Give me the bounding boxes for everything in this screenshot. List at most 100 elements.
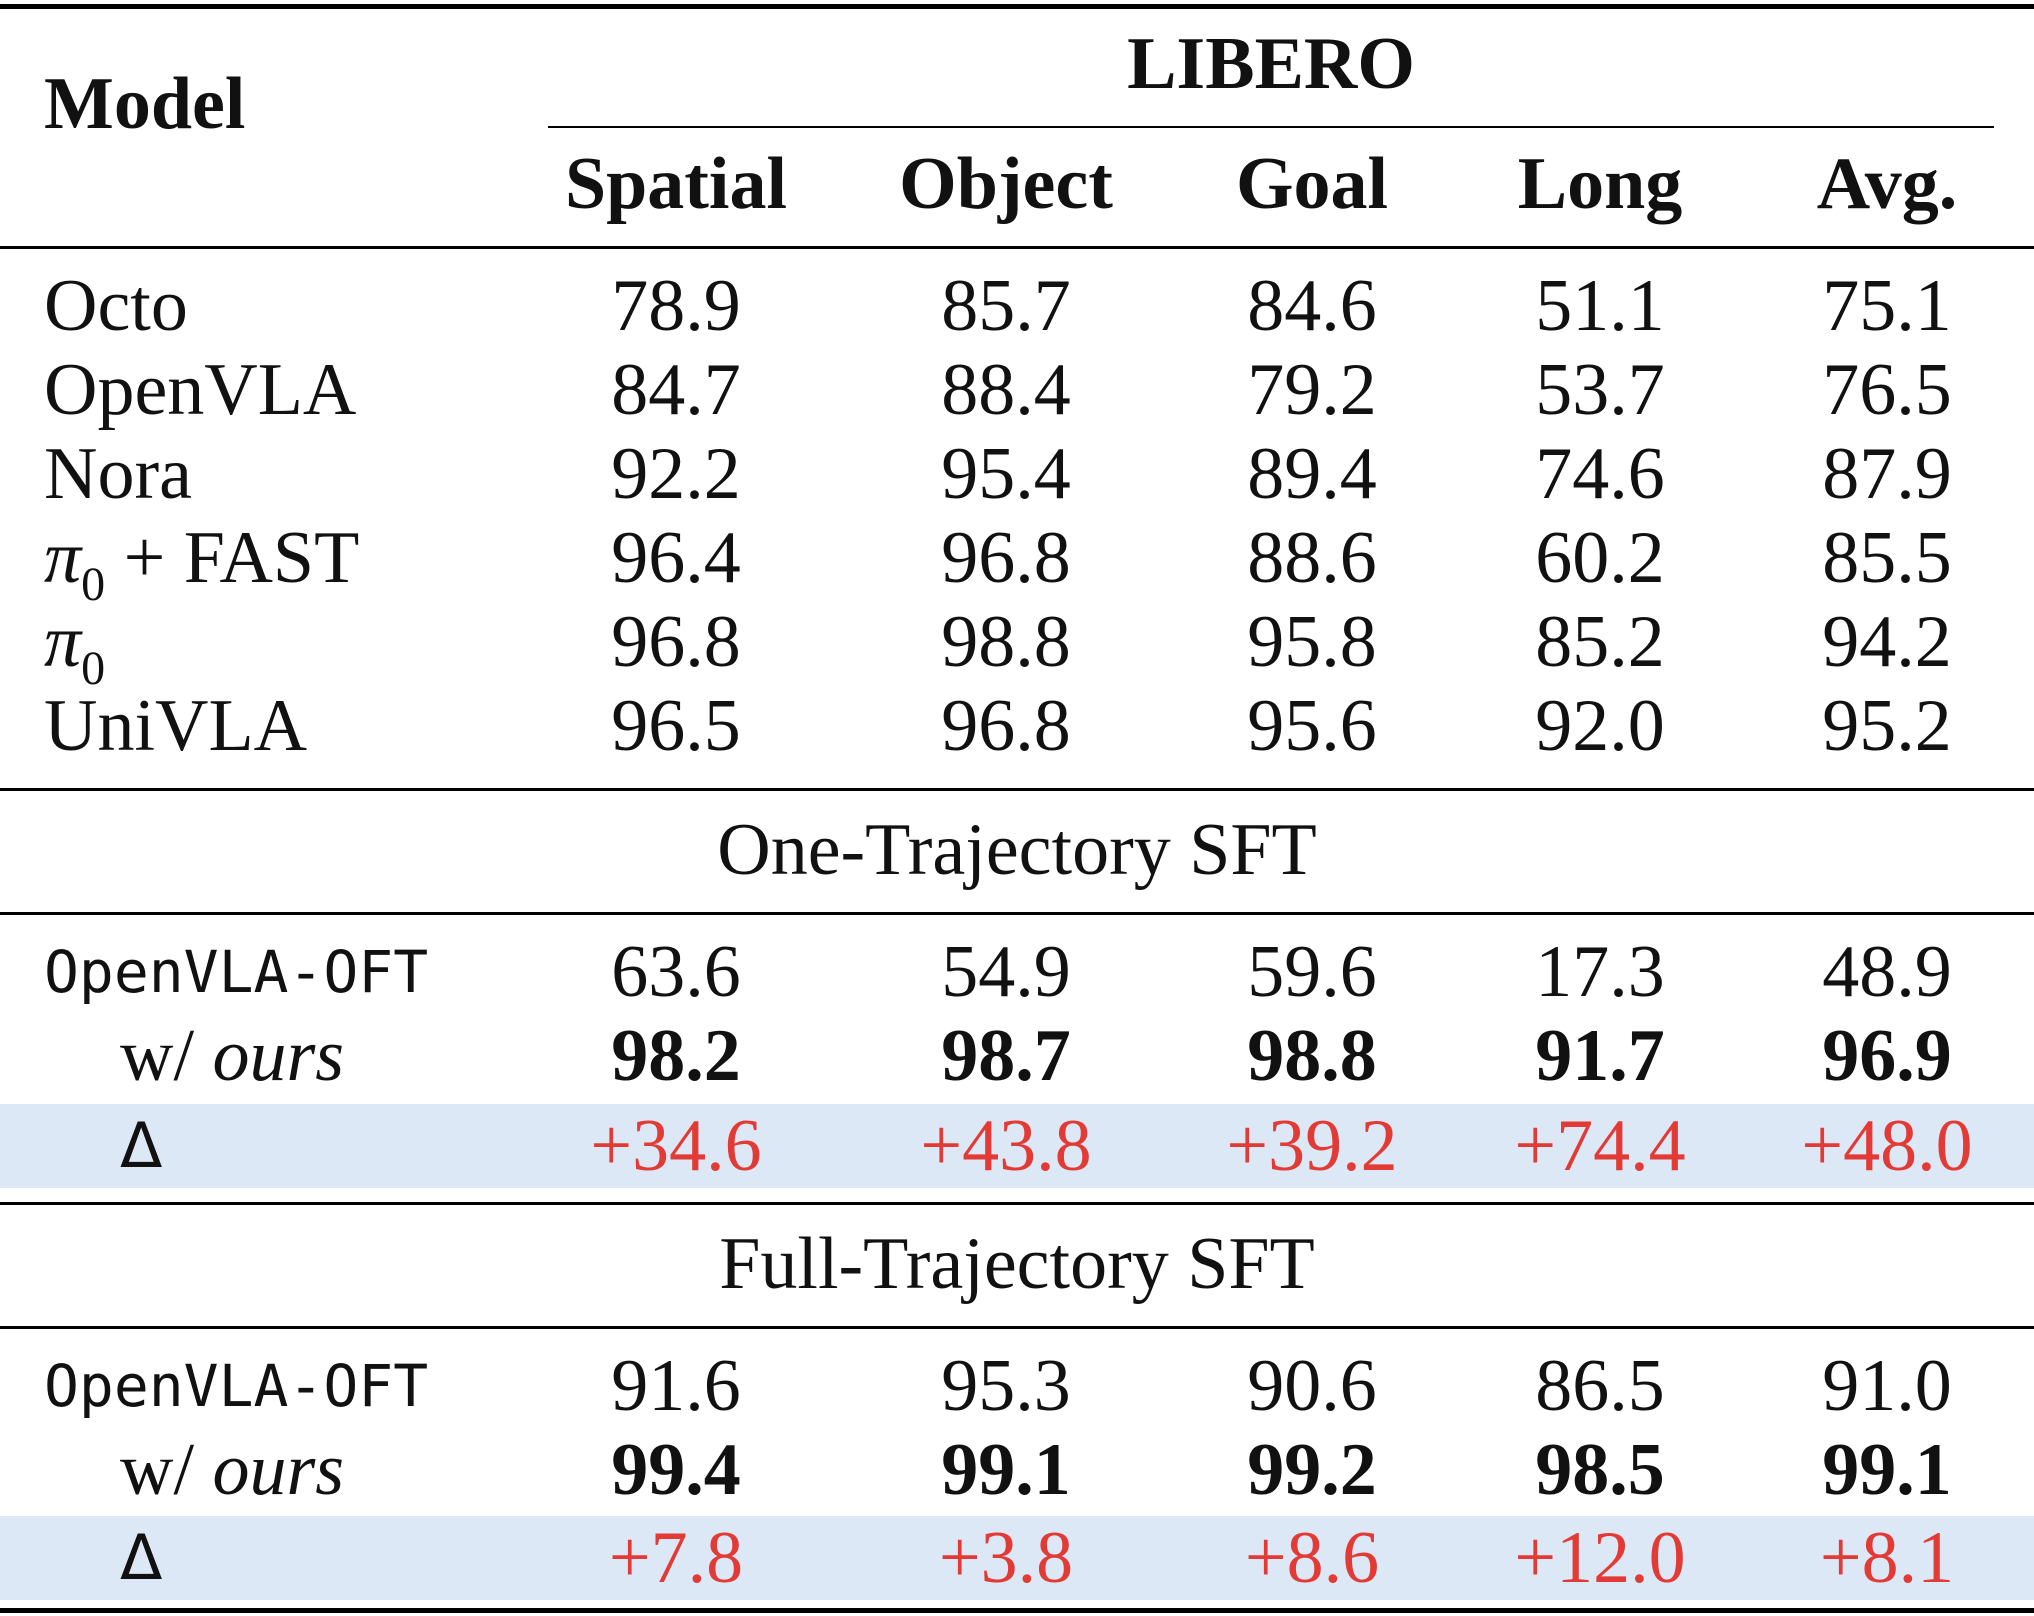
ours-prefix: w/	[120, 1015, 213, 1097]
delta-label: Δ	[120, 1109, 163, 1182]
cell-object: 98.7	[941, 1015, 1071, 1097]
cell-object: 99.1	[941, 1429, 1071, 1511]
cell-avg: +48.0	[1801, 1105, 1973, 1187]
cell-object: 54.9	[941, 931, 1071, 1013]
cell-long: 91.7	[1535, 1015, 1665, 1097]
full-traj-title-rule	[0, 1326, 2034, 1329]
cell-object: 98.8	[941, 601, 1071, 683]
table-row-full-ours: w/ ours 99.4 99.1 99.2 98.5 99.1	[0, 1428, 2034, 1512]
col-header-object: Object	[899, 143, 1113, 225]
cell-goal: 95.6	[1247, 685, 1377, 767]
cell-long: 92.0	[1535, 685, 1665, 767]
cell-goal: 88.6	[1247, 517, 1377, 599]
ours-label: ours	[212, 1015, 345, 1097]
table-row-full-base: OpenVLA-OFT 91.6 95.3 90.6 86.5 91.0	[0, 1344, 2034, 1428]
cell-spatial: 78.9	[611, 265, 741, 347]
one-traj-bottom-rule	[0, 1202, 2034, 1205]
cell-goal: 95.8	[1247, 601, 1377, 683]
cell-object: 95.3	[941, 1345, 1071, 1427]
cell-object: 95.4	[941, 433, 1071, 515]
header-group-row: LIBERO	[0, 22, 2034, 106]
cell-goal: +39.2	[1226, 1105, 1398, 1187]
cell-long: 51.1	[1535, 265, 1665, 347]
cell-goal: 79.2	[1247, 349, 1377, 431]
delta-band-full	[0, 1516, 2034, 1600]
delta-band-one	[0, 1104, 2034, 1188]
model-name: Nora	[44, 433, 192, 515]
baseline-rule	[0, 788, 2034, 791]
cell-object: 88.4	[941, 349, 1071, 431]
cell-avg: 48.9	[1822, 931, 1952, 1013]
table-row-pi0-fast: π0 + FAST 96.4 96.8 88.6 60.2 85.5	[0, 516, 2034, 611]
pi-subscript: 0	[81, 558, 106, 611]
table-row-openvla: OpenVLA 84.7 88.4 79.2 53.7 76.5	[0, 348, 2034, 432]
header-columns-row: Spatial Object Goal Long Avg.	[0, 142, 2034, 226]
model-header: Model	[44, 63, 246, 145]
model-name: w/ ours	[120, 1014, 344, 1098]
col-header-avg: Avg.	[1816, 143, 1958, 225]
table-row-full-delta: Δ +7.8 +3.8 +8.6 +12.0 +8.1	[0, 1516, 2034, 1600]
cell-goal: +8.6	[1244, 1517, 1380, 1599]
libero-header: LIBERO	[1127, 23, 1415, 105]
col-header-spatial: Spatial	[564, 143, 788, 225]
col-header-long: Long	[1517, 143, 1683, 225]
header-model-row: Model	[0, 62, 2034, 146]
section-title-one-trajectory: One-Trajectory SFT	[717, 809, 1317, 891]
table-row-univla: UniVLA 96.5 96.8 95.6 92.0 95.2	[0, 684, 2034, 768]
header-rule	[0, 246, 2034, 249]
one-traj-title-rule	[0, 912, 2034, 915]
cell-long: 74.6	[1535, 433, 1665, 515]
cell-avg: 87.9	[1822, 433, 1952, 515]
model-name: UniVLA	[44, 685, 308, 767]
model-name: OpenVLA-OFT	[44, 938, 429, 1006]
cell-spatial: 91.6	[611, 1345, 741, 1427]
cell-avg: 99.1	[1822, 1429, 1952, 1511]
cell-spatial: 99.4	[611, 1429, 741, 1511]
table-row-nora: Nora 92.2 95.4 89.4 74.6 87.9	[0, 432, 2034, 516]
col-header-goal: Goal	[1235, 143, 1389, 225]
model-name: π0	[44, 600, 106, 695]
cell-spatial: 63.6	[611, 931, 741, 1013]
cell-long: 85.2	[1535, 601, 1665, 683]
cell-spatial: +7.8	[608, 1517, 744, 1599]
cell-object: +3.8	[938, 1517, 1074, 1599]
model-name: Octo	[44, 265, 188, 347]
pi-symbol: π	[44, 517, 82, 599]
delta-label: Δ	[120, 1521, 163, 1594]
cell-long: +74.4	[1514, 1105, 1686, 1187]
cell-object: 96.8	[941, 517, 1071, 599]
cell-goal: 98.8	[1247, 1015, 1377, 1097]
cell-object: +43.8	[920, 1105, 1092, 1187]
cell-avg: 95.2	[1822, 685, 1952, 767]
cell-spatial: 96.8	[611, 601, 741, 683]
cell-goal: 90.6	[1247, 1345, 1377, 1427]
cell-avg: 75.1	[1822, 265, 1952, 347]
ours-label: ours	[212, 1429, 345, 1511]
cell-spatial: 84.7	[611, 349, 741, 431]
cell-goal: 59.6	[1247, 931, 1377, 1013]
libero-underline	[548, 126, 1994, 128]
pi-subscript: 0	[81, 642, 106, 695]
cell-long: 60.2	[1535, 517, 1665, 599]
cell-avg: +8.1	[1819, 1517, 1955, 1599]
cell-long: +12.0	[1514, 1517, 1686, 1599]
cell-avg: 76.5	[1822, 349, 1952, 431]
cell-object: 96.8	[941, 685, 1071, 767]
model-name: w/ ours	[120, 1428, 344, 1512]
model-name: OpenVLA	[44, 349, 357, 431]
table-row-pi0: π0 96.8 98.8 95.8 85.2 94.2	[0, 600, 2034, 695]
model-suffix: + FAST	[105, 517, 360, 599]
model-name: π0 + FAST	[44, 516, 360, 611]
cell-avg: 94.2	[1822, 601, 1952, 683]
cell-spatial: 96.5	[611, 685, 741, 767]
cell-long: 17.3	[1535, 931, 1665, 1013]
cell-long: 86.5	[1535, 1345, 1665, 1427]
cell-goal: 99.2	[1247, 1429, 1377, 1511]
cell-object: 85.7	[941, 265, 1071, 347]
table-row-one-delta: Δ +34.6 +43.8 +39.2 +74.4 +48.0	[0, 1104, 2034, 1188]
cell-spatial: 98.2	[611, 1015, 741, 1097]
cell-spatial: 96.4	[611, 517, 741, 599]
bottom-rule	[0, 1608, 2034, 1613]
pi-symbol: π	[44, 601, 82, 683]
model-name: OpenVLA-OFT	[44, 1352, 429, 1420]
